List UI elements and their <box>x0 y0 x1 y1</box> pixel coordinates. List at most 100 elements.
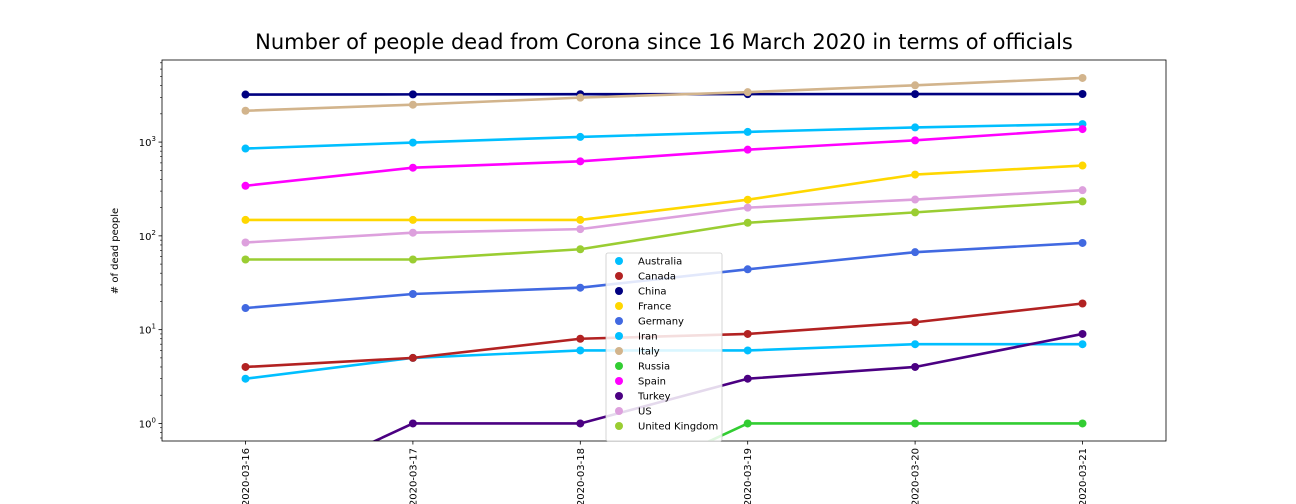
legend-label-germany: Germany <box>638 317 684 328</box>
legend-label-china: China <box>638 287 667 298</box>
data-point-china-2020-03-20 <box>911 90 920 99</box>
data-point-iran-2020-03-20 <box>911 123 920 132</box>
data-point-turkey-2020-03-18 <box>576 419 585 428</box>
series-line-iran <box>245 122 1083 150</box>
data-point-china-2020-03-21 <box>1078 90 1087 99</box>
series-italy <box>241 73 1087 115</box>
data-point-france-2020-03-21 <box>1078 161 1087 170</box>
data-point-spain-2020-03-17 <box>408 163 417 172</box>
series-layer <box>241 73 1087 441</box>
legend-marker-germany <box>615 317 623 325</box>
data-point-italy-2020-03-20 <box>911 81 920 90</box>
legend-label-canada: Canada <box>638 272 676 283</box>
data-point-iran-2020-03-18 <box>576 132 585 141</box>
data-point-australia-2020-03-21 <box>1078 340 1087 349</box>
data-point-australia-2020-03-19 <box>743 346 752 355</box>
y-tick-label-10: 101 <box>139 323 156 337</box>
legend-marker-italy <box>615 347 623 355</box>
y-minor-ticks <box>160 62 162 439</box>
data-point-france-2020-03-16 <box>241 215 250 224</box>
data-point-australia-2020-03-18 <box>576 346 585 355</box>
legend-marker-turkey <box>615 392 623 400</box>
legend-box <box>605 252 723 442</box>
data-point-canada-2020-03-20 <box>911 318 920 327</box>
data-point-germany-2020-03-21 <box>1078 238 1087 247</box>
legend-marker-china <box>615 287 623 295</box>
data-point-france-2020-03-20 <box>911 170 920 179</box>
data-point-australia-2020-03-20 <box>911 340 920 349</box>
legend-marker-us <box>615 407 623 415</box>
data-point-france-2020-03-19 <box>743 195 752 204</box>
data-point-turkey-2020-03-17 <box>408 419 417 428</box>
legend-label-france: France <box>638 302 671 313</box>
series-line-italy <box>245 76 1083 113</box>
data-point-italy-2020-03-17 <box>408 100 417 109</box>
data-point-italy-2020-03-19 <box>743 88 752 97</box>
data-point-iran-2020-03-17 <box>408 138 417 147</box>
series-line-spain <box>245 127 1083 188</box>
data-point-us-2020-03-17 <box>408 228 417 237</box>
y-axis-label: # of dead people <box>110 208 121 294</box>
legend-label-spain: Spain <box>638 377 666 388</box>
data-point-china-2020-03-16 <box>241 90 250 99</box>
data-point-united-kingdom-2020-03-21 <box>1078 197 1087 206</box>
legend-label-turkey: Turkey <box>637 392 671 403</box>
series-line-france <box>245 164 1083 222</box>
data-point-turkey-2020-03-21 <box>1078 329 1087 338</box>
x-tick-label-2020-03-17: 2020-03-17 <box>408 448 419 504</box>
data-point-us-2020-03-16 <box>241 238 250 247</box>
y-tick-label-1: 100 <box>139 416 156 430</box>
legend-label-australia: Australia <box>638 257 682 268</box>
x-tick-label-2020-03-19: 2020-03-19 <box>743 448 754 504</box>
legend: Australia Canada China France Germany Iran Ita… <box>605 252 723 442</box>
data-point-russia-2020-03-21 <box>1078 419 1087 428</box>
series-line-united-kingdom <box>245 200 1083 261</box>
data-point-australia-2020-03-16 <box>241 374 250 383</box>
data-point-france-2020-03-17 <box>408 215 417 224</box>
data-point-russia-2020-03-19 <box>743 419 752 428</box>
data-point-france-2020-03-18 <box>576 215 585 224</box>
data-point-iran-2020-03-16 <box>241 144 250 153</box>
data-point-turkey-2020-03-20 <box>911 362 920 371</box>
data-point-us-2020-03-21 <box>1078 186 1087 195</box>
data-point-italy-2020-03-16 <box>241 106 250 115</box>
data-point-united-kingdom-2020-03-19 <box>743 218 752 227</box>
data-point-canada-2020-03-16 <box>241 362 250 371</box>
data-point-turkey-2020-03-19 <box>743 374 752 383</box>
legend-label-united-kingdom: United Kingdom <box>638 422 718 433</box>
legend-marker-france <box>615 302 623 310</box>
data-point-us-2020-03-18 <box>576 225 585 234</box>
y-tick-label-1000: 103 <box>139 135 156 149</box>
data-point-canada-2020-03-21 <box>1078 299 1087 308</box>
legend-marker-canada <box>615 272 623 280</box>
data-point-spain-2020-03-18 <box>576 157 585 166</box>
chart-title: Number of people dead from Corona since … <box>255 30 1073 54</box>
legend-label-us: US <box>638 407 652 418</box>
data-point-spain-2020-03-19 <box>743 145 752 154</box>
data-point-us-2020-03-19 <box>743 203 752 212</box>
data-point-united-kingdom-2020-03-16 <box>241 255 250 264</box>
data-point-germany-2020-03-18 <box>576 283 585 292</box>
data-point-canada-2020-03-17 <box>408 353 417 362</box>
legend-marker-australia <box>615 257 623 265</box>
legend-label-italy: Italy <box>638 347 660 358</box>
data-point-italy-2020-03-21 <box>1078 73 1087 82</box>
data-point-spain-2020-03-21 <box>1078 125 1087 134</box>
x-tick-label-2020-03-21: 2020-03-21 <box>1078 448 1089 504</box>
series-united-kingdom <box>241 197 1087 264</box>
series-line-russia <box>706 422 1083 441</box>
legend-marker-spain <box>615 377 623 385</box>
data-point-canada-2020-03-18 <box>576 334 585 343</box>
legend-label-russia: Russia <box>638 362 670 373</box>
data-point-united-kingdom-2020-03-18 <box>576 245 585 254</box>
legend-label-iran: Iran <box>638 332 658 343</box>
series-line-us <box>245 188 1083 244</box>
data-point-spain-2020-03-16 <box>241 181 250 190</box>
data-point-italy-2020-03-18 <box>576 93 585 102</box>
data-point-germany-2020-03-19 <box>743 265 752 274</box>
x-tick-label-2020-03-18: 2020-03-18 <box>576 448 587 504</box>
series-france <box>241 161 1087 224</box>
series-iran <box>241 120 1087 153</box>
data-point-iran-2020-03-19 <box>743 127 752 136</box>
